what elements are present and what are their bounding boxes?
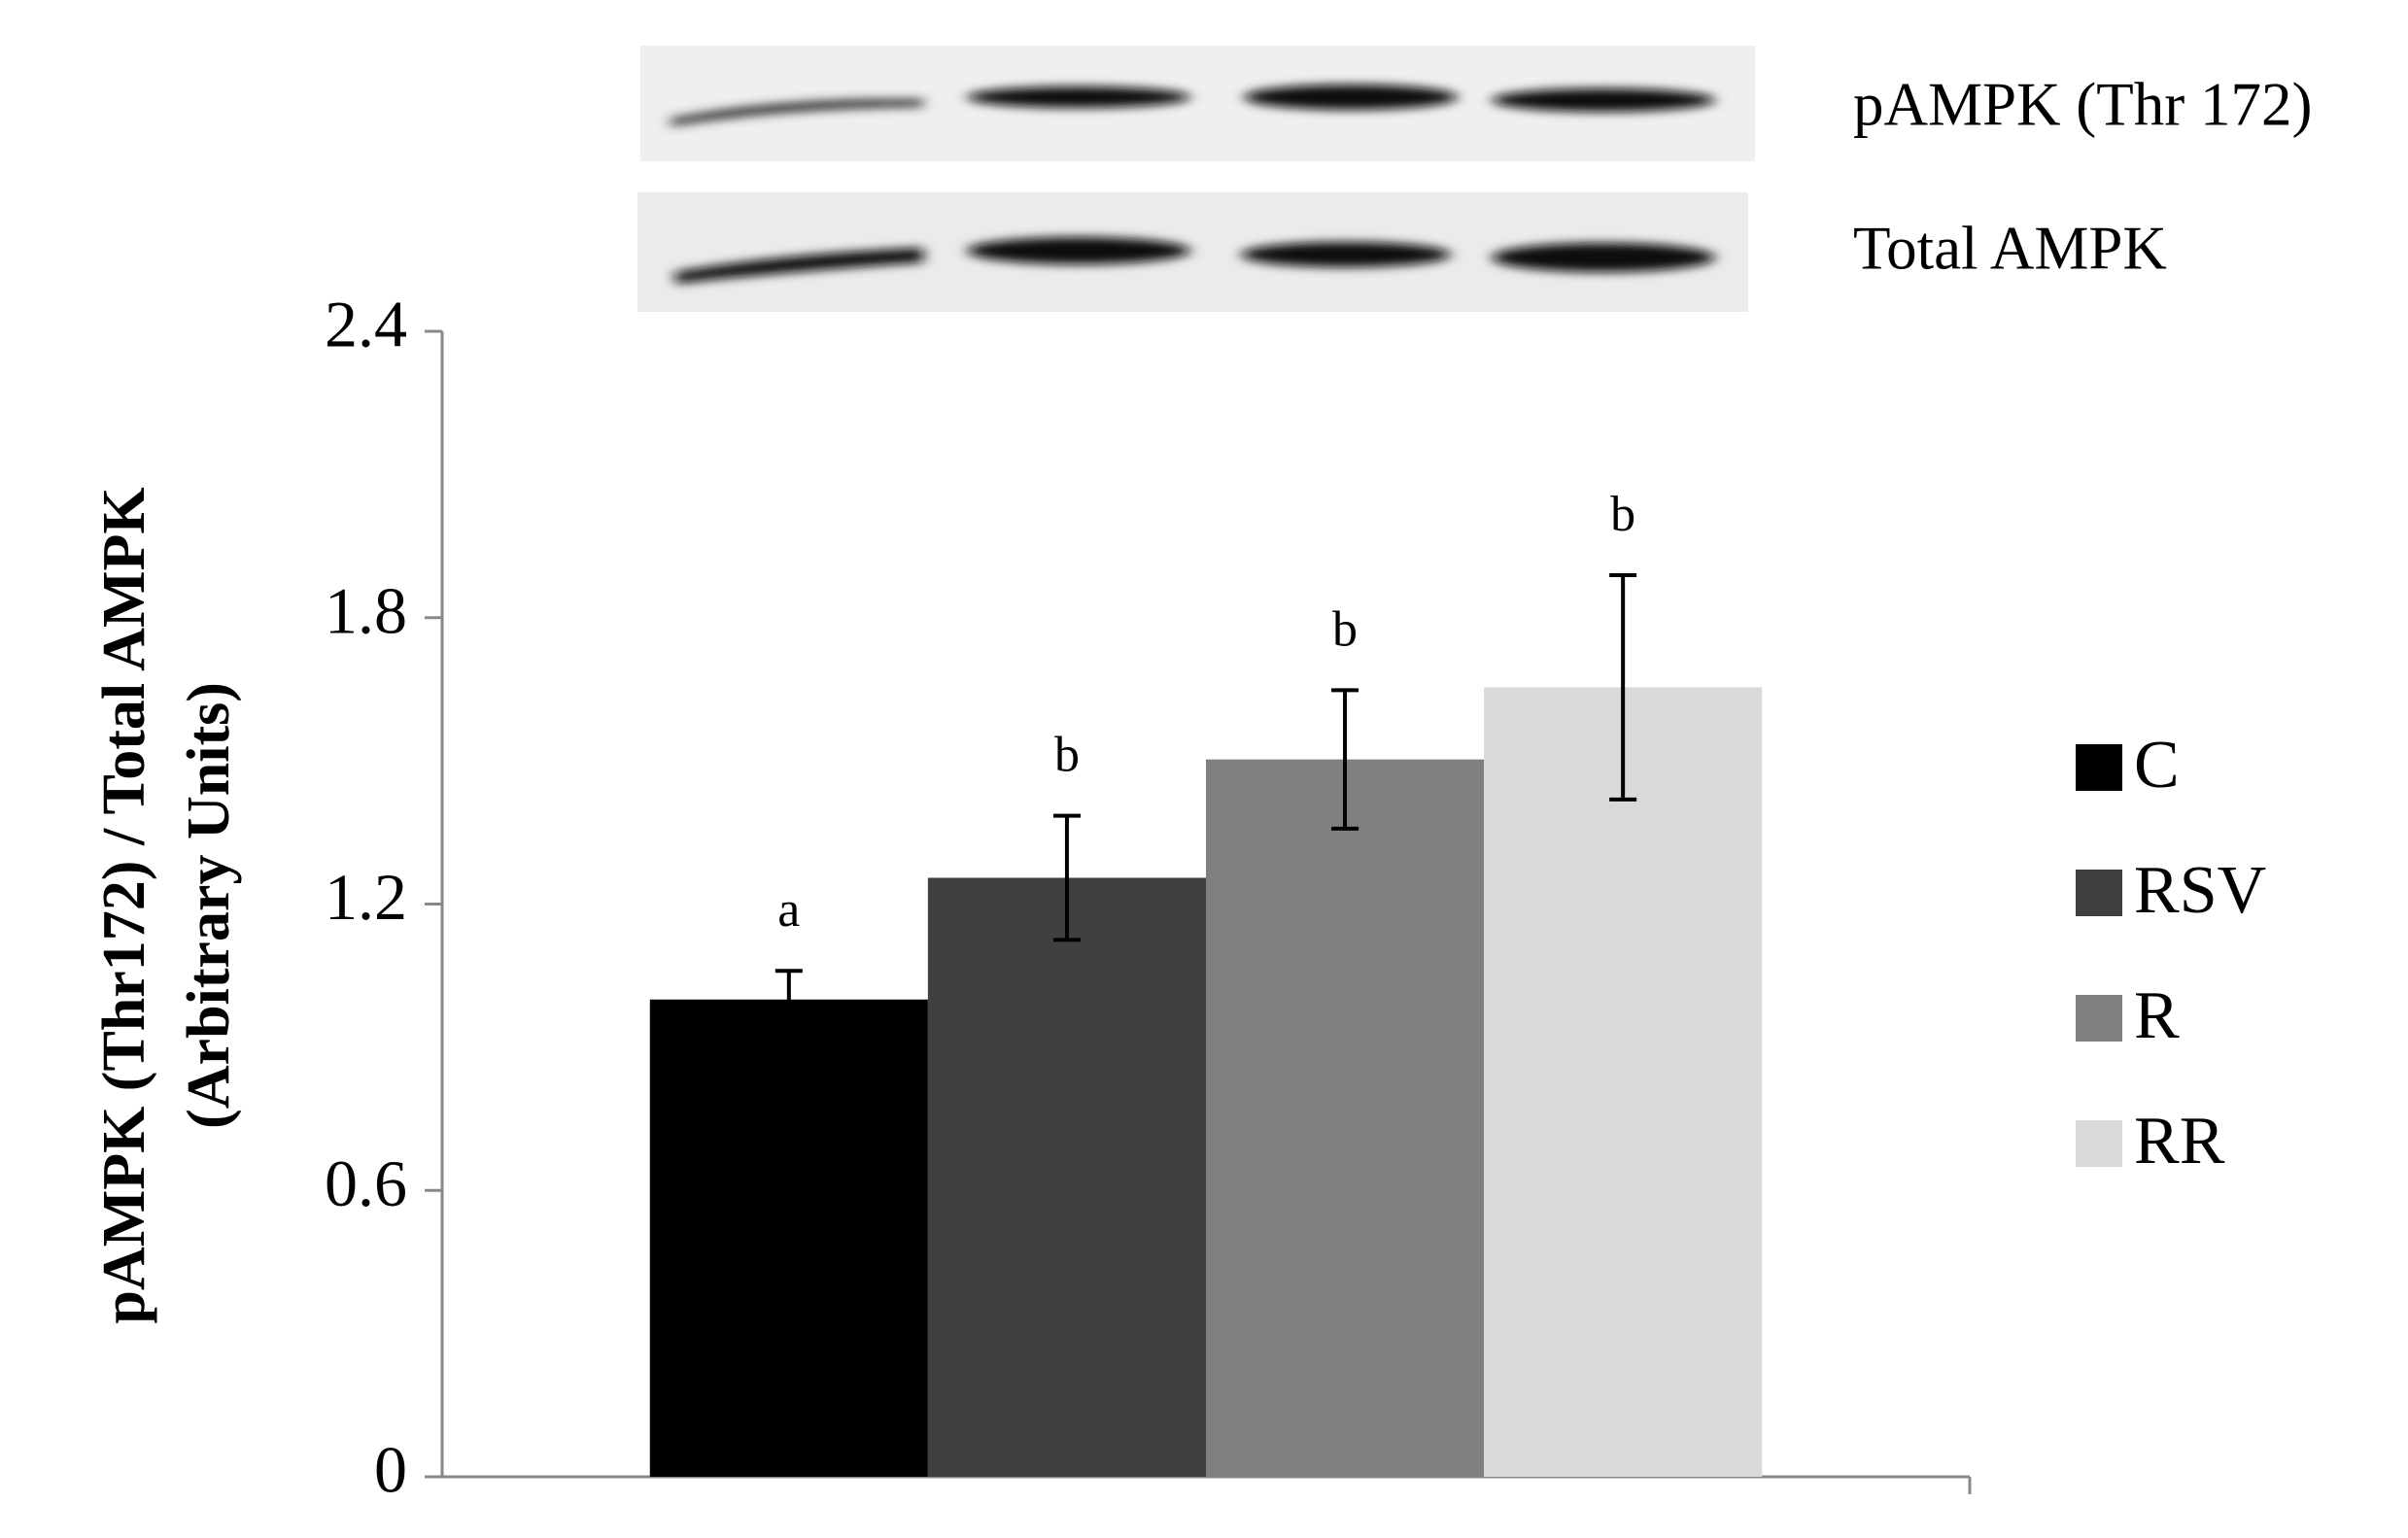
- western-blot: [637, 46, 1755, 312]
- bar: [927, 877, 1206, 1477]
- legend-label: C: [2134, 728, 2180, 803]
- legend-swatch: [2076, 870, 2122, 916]
- y-tick-label: 0: [374, 1433, 407, 1507]
- error-bar: [774, 969, 803, 1031]
- legend-swatch: [2076, 744, 2122, 791]
- significance-label: b: [1610, 487, 1635, 542]
- legend-label: RSV: [2134, 853, 2266, 928]
- error-bar: [1052, 813, 1081, 942]
- y-tick-label: 1.8: [325, 573, 407, 647]
- blot-label: Total AMPK: [1853, 214, 2167, 282]
- significance-label: b: [1332, 601, 1358, 657]
- legend-label: R: [2134, 978, 2180, 1053]
- blot-bands: [671, 85, 1715, 284]
- y-tick-label: 1.2: [325, 860, 407, 934]
- y-axis-title-line: (Arbitrary Units): [176, 682, 242, 1129]
- legend-swatch: [2076, 995, 2122, 1042]
- significance-label: b: [1054, 728, 1080, 783]
- bar: [649, 999, 928, 1477]
- error-bar: [1609, 573, 1637, 802]
- error-bar: [1331, 688, 1359, 831]
- y-axis-title-line: pAMPK (Thr172) / Total AMPK: [91, 487, 157, 1323]
- y-tick-label: 0.6: [325, 1146, 407, 1220]
- bar: [1206, 759, 1485, 1477]
- significance-label: a: [777, 882, 800, 938]
- blot-label: pAMPK (Thr 172): [1853, 70, 2312, 138]
- y-tick-label: 2.4: [325, 288, 407, 361]
- bar: [1484, 687, 1763, 1477]
- y-axis-title: pAMPK (Thr172) / Total AMPK (Arbitrary U…: [91, 487, 242, 1323]
- legend-label: RR: [2134, 1104, 2225, 1179]
- legend-swatch: [2076, 1120, 2122, 1167]
